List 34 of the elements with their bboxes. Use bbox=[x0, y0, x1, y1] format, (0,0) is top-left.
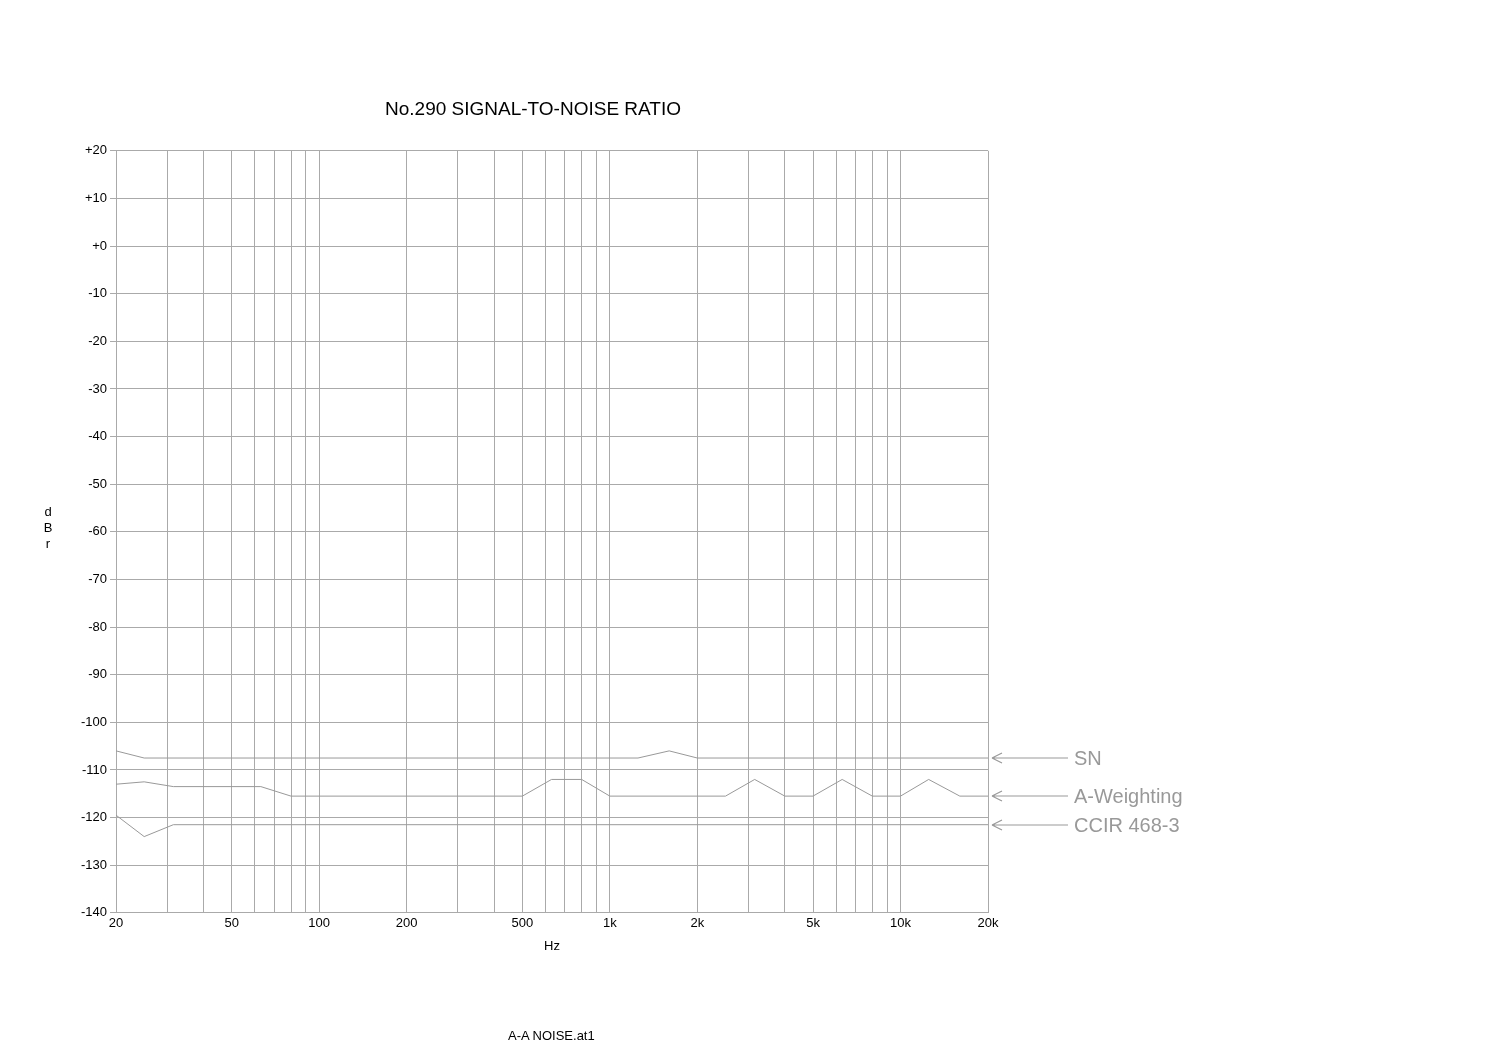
legend-label: CCIR 468-3 bbox=[1074, 812, 1180, 837]
y-tick-label: -100 bbox=[80, 713, 108, 729]
text: A-A NOISE.at1 bbox=[508, 1028, 595, 1043]
x-tick-label: 50 bbox=[224, 915, 239, 931]
y-tick-label: -80 bbox=[88, 618, 108, 634]
x-axis-title: Hz bbox=[544, 937, 560, 953]
x-tick-label: 20k bbox=[977, 915, 999, 931]
x-tick-label: 1k bbox=[602, 915, 618, 931]
x-tick-label: 200 bbox=[395, 915, 418, 931]
y-tick-label: +0 bbox=[92, 237, 108, 253]
x-tick-label: 100 bbox=[308, 915, 331, 931]
y-tick-label: -30 bbox=[88, 380, 108, 396]
y-tick-label: -130 bbox=[80, 856, 108, 872]
y-tick-label: -70 bbox=[88, 571, 108, 586]
x-tick-label: 500 bbox=[511, 915, 534, 931]
chart-title: No.290 SIGNAL-TO-NOISE RATIO bbox=[385, 97, 681, 119]
y-axis-title: dBr bbox=[43, 503, 53, 551]
y-tick-label: -120 bbox=[80, 809, 108, 825]
y-tick-label: -110 bbox=[81, 761, 108, 777]
legend-label: A-Weighting bbox=[1074, 784, 1183, 809]
y-tick-label: -20 bbox=[88, 332, 108, 348]
y-tick-label: +20 bbox=[84, 142, 108, 158]
y-tick-label: -50 bbox=[88, 475, 108, 491]
x-tick-label: 2k bbox=[690, 915, 705, 931]
y-tick-label: -10 bbox=[88, 285, 108, 301]
legend-label: SN bbox=[1074, 746, 1102, 771]
y-tick-label: -40 bbox=[88, 428, 108, 444]
y-tick-label: -90 bbox=[88, 666, 108, 682]
y-tick-label: -140 bbox=[80, 904, 108, 920]
y-tick-label: +10 bbox=[84, 190, 108, 205]
x-tick-label: 20 bbox=[108, 915, 124, 931]
x-tick-label: 10k bbox=[890, 915, 912, 931]
x-tick-label: 5k bbox=[806, 915, 821, 931]
y-tick-label: -60 bbox=[88, 523, 108, 539]
